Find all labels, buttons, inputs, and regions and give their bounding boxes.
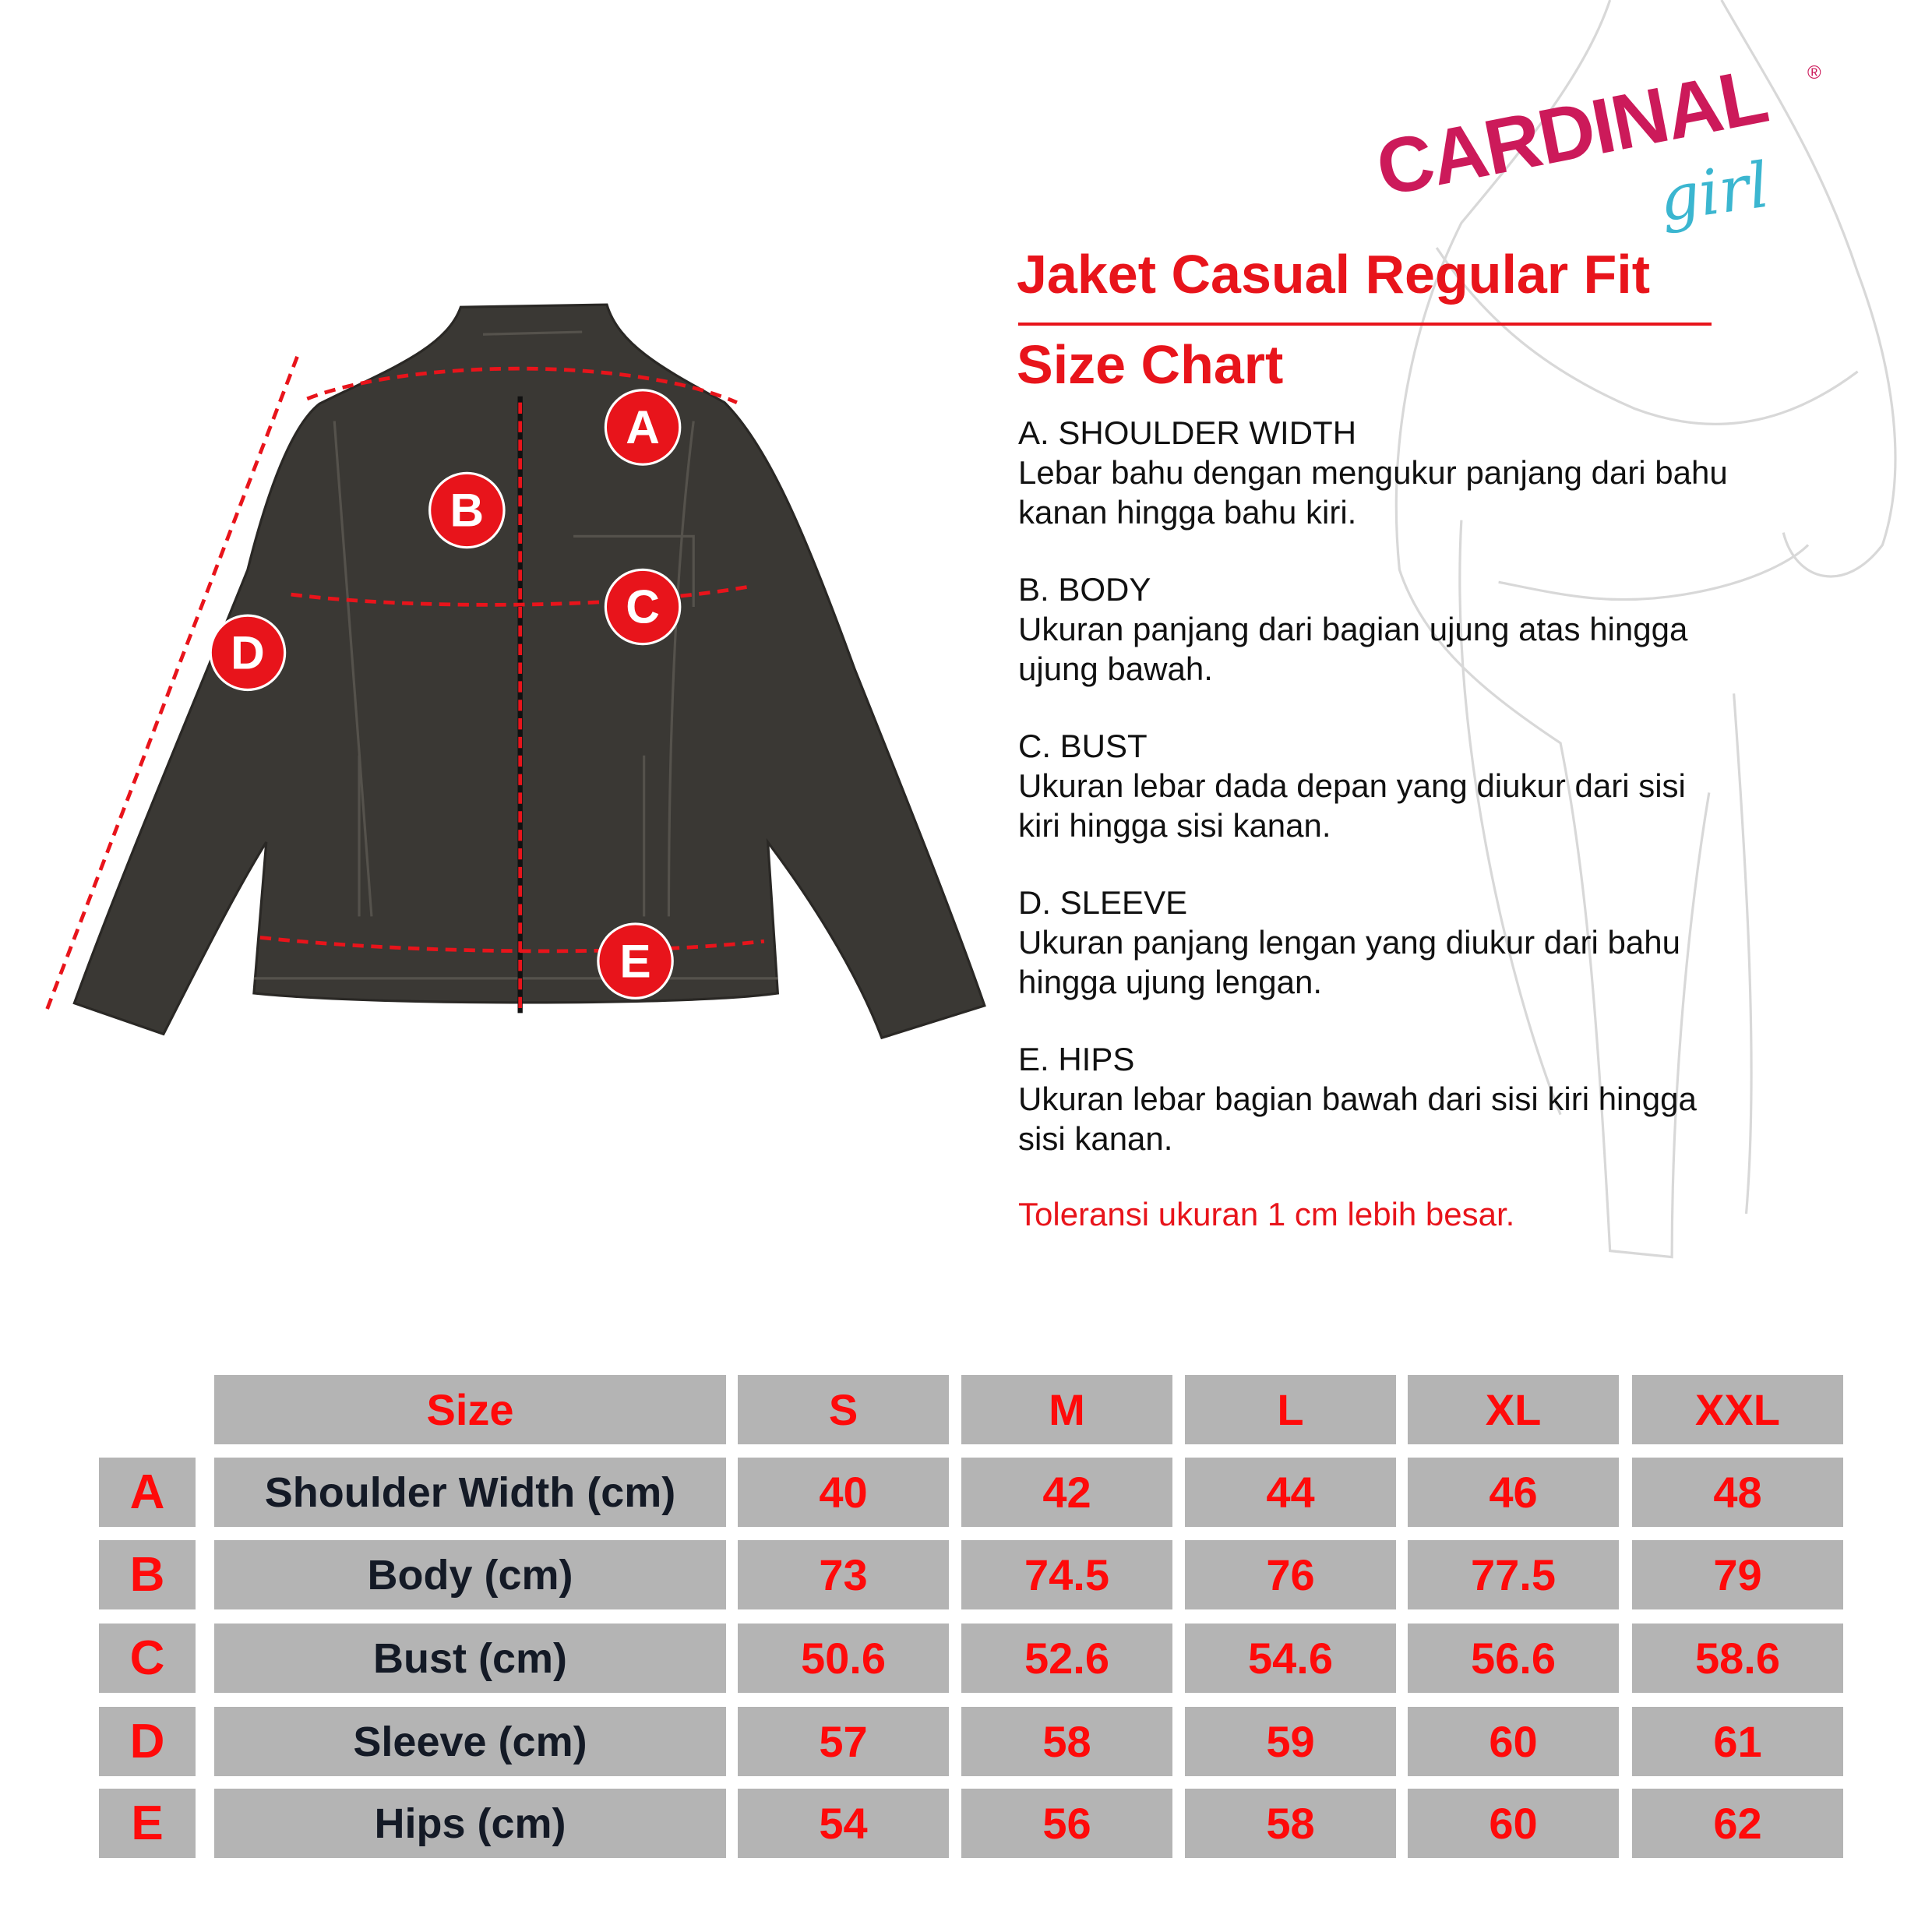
row-label: Bust (cm) xyxy=(214,1624,726,1693)
row-label: Sleeve (cm) xyxy=(214,1707,726,1776)
description-line: ujung bawah. xyxy=(1018,650,1213,687)
value-cell: 58 xyxy=(961,1707,1172,1776)
value-cell: 58.6 xyxy=(1632,1624,1843,1693)
value-cell: 61 xyxy=(1632,1707,1843,1776)
marker-a: A xyxy=(604,389,682,466)
tolerance-note: Toleransi ukuran 1 cm lebih besar. xyxy=(1018,1196,1515,1232)
value-cell: 56.6 xyxy=(1408,1624,1619,1693)
description-heading: E. HIPS xyxy=(1018,1041,1135,1077)
page-title: Jaket Casual Regular Fit xyxy=(1017,244,1651,305)
value-cell: 48 xyxy=(1632,1458,1843,1527)
marker-c: C xyxy=(604,568,682,646)
row-label: Shoulder Width (cm) xyxy=(214,1458,726,1527)
header-size-xxl: XXL xyxy=(1632,1375,1843,1444)
logo-subwordmark: girl xyxy=(1655,148,1774,236)
header-size-l: L xyxy=(1185,1375,1396,1444)
marker-circle xyxy=(428,471,506,549)
description-body: B. BODY Ukuran panjang dari bagian ujung… xyxy=(1018,569,1797,726)
value-cell: 52.6 xyxy=(961,1624,1172,1693)
description-line: kanan hingga bahu kiri. xyxy=(1018,494,1357,531)
header-size-s: S xyxy=(738,1375,949,1444)
marker-circle xyxy=(604,389,682,466)
title-divider xyxy=(1018,323,1712,326)
value-cell: 40 xyxy=(738,1458,949,1527)
sleeve-measure-line xyxy=(45,355,299,1010)
description-line: Ukuran panjang dari bagian ujung atas hi… xyxy=(1018,611,1688,647)
marker-e: E xyxy=(597,922,674,999)
value-cell: 54.6 xyxy=(1185,1624,1396,1693)
description-line: Ukuran lebar dada depan yang diukur dari… xyxy=(1018,767,1686,804)
row-key-c: C xyxy=(99,1624,196,1693)
marker-circle xyxy=(209,614,287,692)
description-bust: C. BUST Ukuran lebar dada depan yang diu… xyxy=(1018,726,1797,883)
row-label: Body (cm) xyxy=(214,1540,726,1609)
description-heading: A. SHOULDER WIDTH xyxy=(1018,414,1357,451)
value-cell: 76 xyxy=(1185,1540,1396,1609)
description-line: kiri hingga sisi kanan. xyxy=(1018,807,1331,844)
description-sleeve: D. SLEEVE Ukuran panjang lengan yang diu… xyxy=(1018,883,1797,1039)
marker-label: D xyxy=(231,626,265,679)
value-cell: 73 xyxy=(738,1540,949,1609)
row-key-d: D xyxy=(99,1707,196,1776)
marker-d: D xyxy=(209,614,287,692)
value-cell: 56 xyxy=(961,1789,1172,1858)
jacket-details xyxy=(253,330,778,980)
value-cell: 54 xyxy=(738,1789,949,1858)
logo-registered-mark: ® xyxy=(1807,62,1821,83)
marker-label: C xyxy=(626,580,660,633)
value-cell: 57 xyxy=(738,1707,949,1776)
value-cell: 59 xyxy=(1185,1707,1396,1776)
value-cell: 50.6 xyxy=(738,1624,949,1693)
marker-b: B xyxy=(428,471,506,549)
header-size-xl: XL xyxy=(1408,1375,1619,1444)
bust-measure-line xyxy=(291,585,748,607)
jacket xyxy=(72,303,986,1040)
brand-logo: CARDINAL girl ® xyxy=(1370,52,1839,236)
page-subtitle: Size Chart xyxy=(1017,334,1284,395)
marker-circle xyxy=(597,922,674,999)
measurement-lines xyxy=(45,355,765,1014)
measurement-descriptions: A. SHOULDER WIDTH Lebar bahu dengan meng… xyxy=(1018,413,1797,1196)
measurement-markers: A B C D E xyxy=(209,389,682,999)
value-cell: 42 xyxy=(961,1458,1172,1527)
value-cell: 62 xyxy=(1632,1789,1843,1858)
row-label: Hips (cm) xyxy=(214,1789,726,1858)
description-line: Lebar bahu dengan mengukur panjang dari … xyxy=(1018,454,1728,491)
row-key-b: B xyxy=(99,1540,196,1609)
description-line: Ukuran panjang lengan yang diukur dari b… xyxy=(1018,924,1680,961)
value-cell: 60 xyxy=(1408,1707,1619,1776)
description-line: Ukuran lebar bagian bawah dari sisi kiri… xyxy=(1018,1081,1697,1117)
marker-circle xyxy=(604,568,682,646)
row-key-e: E xyxy=(99,1789,196,1858)
header-size-label: Size xyxy=(214,1375,726,1444)
value-cell: 60 xyxy=(1408,1789,1619,1858)
value-cell: 44 xyxy=(1185,1458,1396,1527)
description-shoulder: A. SHOULDER WIDTH Lebar bahu dengan meng… xyxy=(1018,413,1797,569)
value-cell: 77.5 xyxy=(1408,1540,1619,1609)
row-key-a: A xyxy=(99,1458,196,1527)
background-figure-sketch xyxy=(1394,0,1897,1259)
header-size-m: M xyxy=(961,1375,1172,1444)
description-heading: C. BUST xyxy=(1018,728,1148,764)
value-cell: 79 xyxy=(1632,1540,1843,1609)
value-cell: 58 xyxy=(1185,1789,1396,1858)
marker-label: B xyxy=(450,484,485,537)
description-heading: B. BODY xyxy=(1018,571,1151,608)
description-line: sisi kanan. xyxy=(1018,1120,1173,1157)
marker-label: E xyxy=(619,934,650,987)
marker-label: A xyxy=(626,400,660,453)
description-line: hingga ujung lengan. xyxy=(1018,964,1323,1000)
value-cell: 46 xyxy=(1408,1458,1619,1527)
description-hips: E. HIPS Ukuran lebar bagian bawah dari s… xyxy=(1018,1039,1797,1196)
description-heading: D. SLEEVE xyxy=(1018,884,1188,921)
value-cell: 74.5 xyxy=(961,1540,1172,1609)
